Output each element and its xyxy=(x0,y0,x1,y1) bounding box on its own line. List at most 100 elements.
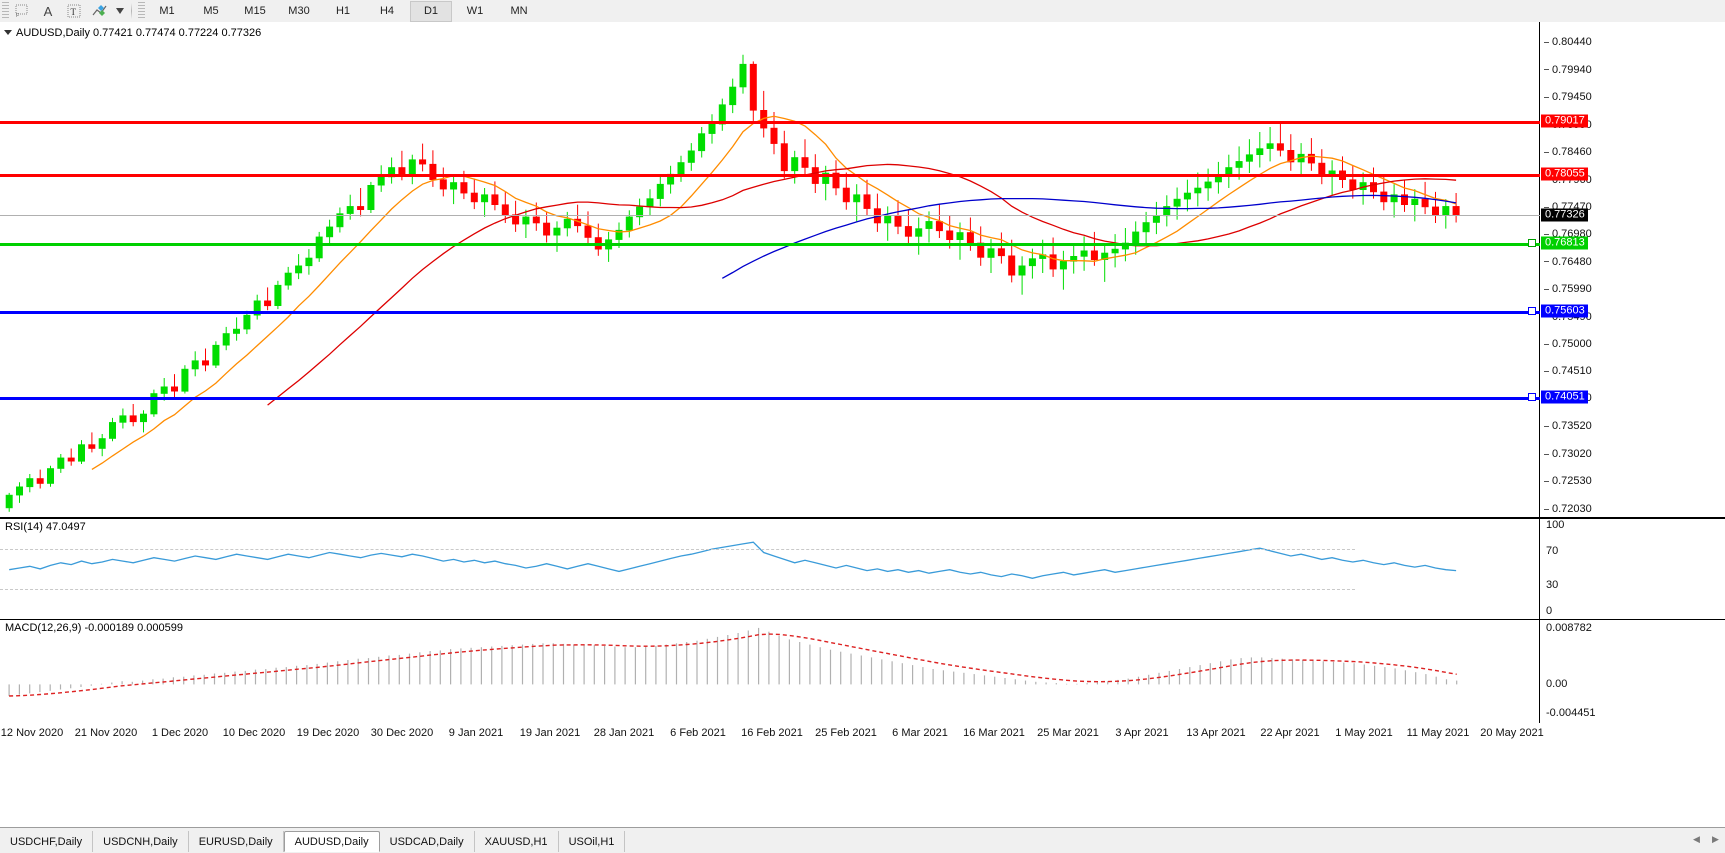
date-tick: 12 Nov 2020 xyxy=(0,727,64,739)
macd-tick: -0.004451 xyxy=(1546,707,1596,719)
resistance-1-line[interactable] xyxy=(0,121,1540,125)
date-tick: 9 Jan 2021 xyxy=(448,727,504,739)
support-1-tag: 0.76813 xyxy=(1541,236,1588,250)
svg-text:T: T xyxy=(71,7,77,17)
date-tick: 16 Mar 2021 xyxy=(963,727,1025,739)
timeframe-mn[interactable]: MN xyxy=(510,5,528,17)
price-pane[interactable]: AUDUSD,Daily 0.77421 0.77474 0.77224 0.7… xyxy=(0,22,1725,518)
rsi-level-30 xyxy=(0,589,1355,590)
chevron-down-icon[interactable] xyxy=(113,1,127,21)
price-plot[interactable] xyxy=(0,22,1540,517)
price-tick: 0.72030 xyxy=(1544,503,1592,515)
scroll-left-icon[interactable]: ◀ xyxy=(1693,833,1700,844)
support-1-line[interactable] xyxy=(0,243,1540,247)
rsi-plot[interactable] xyxy=(0,519,1540,619)
date-tick: 11 May 2021 xyxy=(1406,727,1470,739)
date-tick: 6 Mar 2021 xyxy=(892,727,948,739)
price-tick: 0.80440 xyxy=(1544,36,1592,48)
price-tick: 0.72530 xyxy=(1544,475,1592,487)
support-1-handle[interactable] xyxy=(1528,239,1536,248)
date-tick: 25 Mar 2021 xyxy=(1037,727,1099,739)
support-3-line[interactable] xyxy=(0,396,1540,400)
resistance-2-line[interactable] xyxy=(0,174,1540,178)
timeframe-h4[interactable]: H4 xyxy=(379,5,395,17)
support-3-tag: 0.74051 xyxy=(1541,390,1588,404)
timeframe-m1[interactable]: M1 xyxy=(159,5,175,17)
macd-tick: 0.008782 xyxy=(1546,622,1592,634)
date-tick: 1 May 2021 xyxy=(1335,727,1393,739)
tab-scroll-buttons: ◀ ▶ xyxy=(1691,832,1721,846)
date-tick: 22 Apr 2021 xyxy=(1260,727,1320,739)
date-tick: 19 Dec 2020 xyxy=(296,727,360,739)
price-tick: 0.73520 xyxy=(1544,420,1592,432)
rsi-tick: 0 xyxy=(1546,605,1553,617)
rsi-axis: 100 70 30 0 xyxy=(1539,519,1725,619)
price-tick: 0.78460 xyxy=(1544,146,1592,158)
rsi-tick: 70 xyxy=(1546,544,1559,557)
timeframe-h1[interactable]: H1 xyxy=(335,5,351,17)
rsi-level-70 xyxy=(0,549,1355,550)
chart-tab-xauusd-h1[interactable]: XAUUSD,H1 xyxy=(475,831,559,852)
current-price-tag: 0.77326 xyxy=(1541,208,1588,222)
text-box-icon[interactable]: T xyxy=(61,1,87,21)
candlestick-series xyxy=(5,54,1460,512)
text-label-icon[interactable]: A xyxy=(43,3,53,19)
support-2-tag: 0.75603 xyxy=(1541,304,1588,318)
svg-text:F: F xyxy=(16,13,19,18)
chart-tab-bar: USDCHF,Daily USDCNH,Daily EURUSD,Daily AUDU… xyxy=(0,827,1725,853)
price-tick: 0.75000 xyxy=(1544,338,1592,350)
date-tick: 13 Apr 2021 xyxy=(1186,727,1246,739)
date-tick: 30 Dec 2020 xyxy=(370,727,434,739)
chart-header-label: AUDUSD,Daily 0.77421 0.77474 0.77224 0.7… xyxy=(16,27,262,39)
macd-pane[interactable]: MACD(12,26,9) -0.000189 0.000599 0.00878… xyxy=(0,619,1725,724)
timeframe-m15[interactable]: M15 xyxy=(244,5,266,17)
current-price-line[interactable] xyxy=(0,214,1540,216)
date-tick: 6 Feb 2021 xyxy=(670,727,726,739)
crosshair-icon[interactable]: F xyxy=(9,1,35,21)
date-tick: 25 Feb 2021 xyxy=(815,727,877,739)
timeframe-w1[interactable]: W1 xyxy=(466,5,484,17)
chart-tab-usoil-h1[interactable]: USOil,H1 xyxy=(559,831,626,852)
resistance-1-tag: 0.79017 xyxy=(1541,114,1588,128)
rsi-tick: 100 xyxy=(1546,519,1565,531)
macd-axis: 0.008782 0.00 -0.004451 xyxy=(1539,620,1725,723)
timeframe-grip[interactable] xyxy=(138,2,145,20)
timeframe-m30[interactable]: M30 xyxy=(288,5,310,17)
macd-series xyxy=(8,627,1458,697)
price-tick: 0.75990 xyxy=(1544,283,1592,295)
support-2-line[interactable] xyxy=(0,310,1540,314)
timeframe-group: M1 M5 M15 M30 H1 H4 D1 W1 MN xyxy=(145,0,541,22)
scroll-right-icon[interactable]: ▶ xyxy=(1712,833,1719,844)
macd-plot[interactable] xyxy=(0,620,1540,723)
support-2-handle[interactable] xyxy=(1528,306,1536,315)
chart-tab-usdcnh-daily[interactable]: USDCNH,Daily xyxy=(93,831,189,852)
support-3-handle[interactable] xyxy=(1528,392,1536,401)
date-axis: 12 Nov 2020 21 Nov 2020 1 Dec 2020 10 Dec 2… xyxy=(0,723,1725,827)
price-axis[interactable]: 0.804400.799400.794500.789500.784600.779… xyxy=(1539,22,1725,517)
price-tick: 0.73020 xyxy=(1544,448,1592,460)
date-tick: 1 Dec 2020 xyxy=(151,727,209,739)
chart-tab-usdchf-daily[interactable]: USDCHF,Daily xyxy=(0,831,94,852)
chart-tabs: USDCHF,Daily USDCNH,Daily EURUSD,Daily AUDU… xyxy=(0,831,626,852)
chart-tab-eurusd-daily[interactable]: EURUSD,Daily xyxy=(189,831,284,852)
price-tick: 0.76480 xyxy=(1544,256,1592,268)
chart-area[interactable]: AUDUSD,Daily 0.77421 0.77474 0.77224 0.7… xyxy=(0,22,1725,827)
timeframe-d1[interactable]: D1 xyxy=(410,0,452,22)
date-tick: 19 Jan 2021 xyxy=(519,727,581,739)
date-tick: 28 Jan 2021 xyxy=(593,727,655,739)
date-tick: 3 Apr 2021 xyxy=(1115,727,1169,739)
indicators-icon[interactable] xyxy=(87,1,113,21)
date-tick: 20 May 2021 xyxy=(1480,727,1544,739)
toolbar-grip[interactable] xyxy=(2,2,9,20)
price-tick: 0.74510 xyxy=(1544,365,1592,377)
rsi-pane[interactable]: RSI(14) 47.0497 100 70 30 0 xyxy=(0,518,1725,620)
chart-tab-usdcad-daily[interactable]: USDCAD,Daily xyxy=(380,831,475,852)
resistance-2-tag: 0.78055 xyxy=(1541,167,1588,181)
price-tick: 0.79940 xyxy=(1544,64,1592,76)
collapse-arrow-icon[interactable] xyxy=(4,30,12,35)
chart-tab-audusd-daily[interactable]: AUDUSD,Daily xyxy=(283,831,380,852)
macd-label: MACD(12,26,9) -0.000189 0.000599 xyxy=(5,622,183,634)
macd-tick: 0.00 xyxy=(1546,678,1568,691)
price-tick: 0.79450 xyxy=(1544,91,1592,103)
timeframe-m5[interactable]: M5 xyxy=(203,5,219,17)
